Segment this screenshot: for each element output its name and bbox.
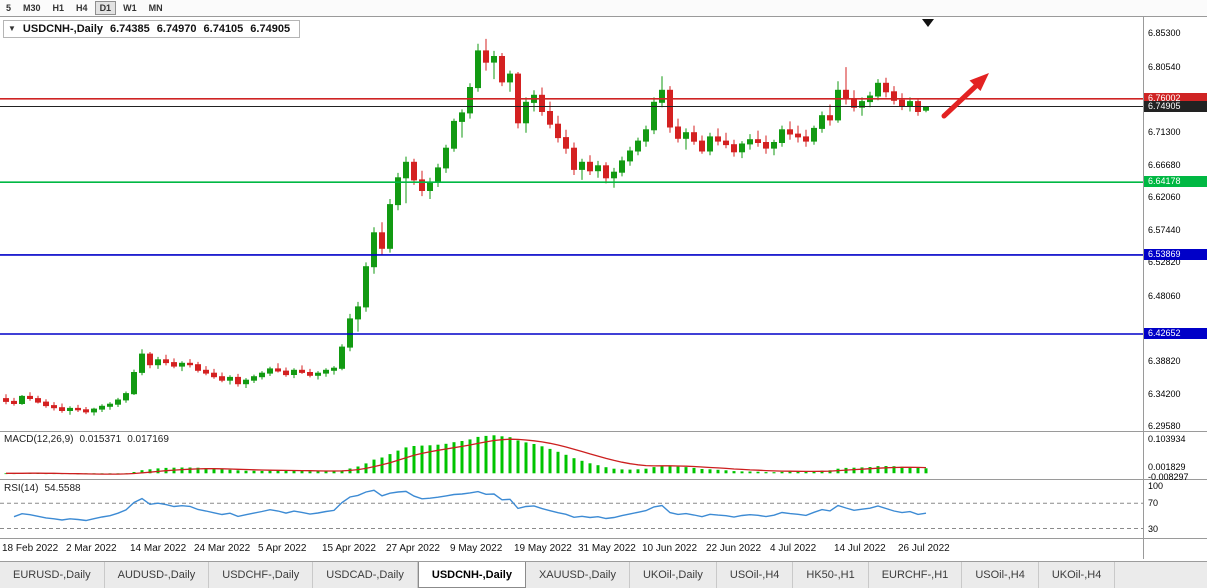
chart-title-high: 6.74970 [156, 23, 197, 35]
macd-axis-label: 0.103934 [1148, 434, 1186, 444]
macd-value: 0.015371 [79, 434, 122, 445]
rsi-axis-label: 30 [1148, 524, 1159, 534]
macd-axis-label: -0.008297 [1148, 472, 1189, 482]
chart-tab-audusd-daily[interactable]: AUDUSD-,Daily [105, 562, 210, 588]
y-axis-tick: 6.34200 [1148, 389, 1181, 399]
x-axis-date: 4 Jul 2022 [770, 543, 817, 554]
one-click-trading-arrow-icon[interactable]: ▼ [8, 24, 16, 33]
up-arrow-annotation [969, 73, 989, 91]
rsi-indicator-label: RSI(14) 54.5588 [4, 483, 81, 494]
timeframe-toolbar[interactable]: 5 M30 H1 H4 D1 W1 MN [0, 0, 1207, 16]
x-axis-date: 5 Apr 2022 [258, 543, 307, 554]
chart-tab-ukoil-h4[interactable]: UKOil-,H4 [1039, 562, 1116, 588]
price-axis[interactable]: 6.85300 6.80540 6.71300 6.66680 6.62060 6.574… [1144, 17, 1207, 559]
price-line-label: 6.42652 [1144, 328, 1207, 339]
chart-title-symbol: USDCNH-,Daily [22, 23, 103, 35]
timeframe-button-m30[interactable]: M30 [23, 3, 41, 13]
x-axis-date: 9 May 2022 [450, 543, 503, 554]
y-axis-tick: 6.80540 [1148, 62, 1181, 72]
chart-tab-usdchf-daily[interactable]: USDCHF-,Daily [209, 562, 314, 588]
rsi-axis-label: 70 [1148, 498, 1159, 508]
timeframe-button-5[interactable]: 5 [6, 3, 12, 13]
macd-axis-label: 0.001829 [1148, 462, 1186, 472]
x-axis-date: 22 Jun 2022 [706, 543, 762, 554]
x-axis-date: 14 Jul 2022 [834, 543, 886, 554]
x-axis-date: 18 Feb 2022 [2, 543, 59, 554]
chart-tab-eurusd-daily[interactable]: EURUSD-,Daily [0, 562, 105, 588]
chart-tab-usdcnh-daily[interactable]: USDCNH-,Daily [417, 562, 526, 588]
chart-title-close: 6.74905 [250, 23, 291, 35]
macd-name: MACD(12,26,9) [4, 434, 74, 445]
chart-tab-hk50-h1[interactable]: HK50-,H1 [793, 562, 869, 588]
x-axis-date: 2 Mar 2022 [66, 543, 117, 554]
time-axis[interactable]: 18 Feb 2022 2 Mar 2022 14 Mar 2022 24 Mar 2… [0, 540, 1143, 558]
y-axis-tick: 6.85300 [1148, 28, 1181, 38]
chart-tab-xauusd-daily[interactable]: XAUUSD-,Daily [526, 562, 630, 588]
current-price-label: 6.74905 [1144, 101, 1207, 112]
y-axis-tick: 6.38820 [1148, 356, 1181, 366]
chart-title: ▼ USDCNH-,Daily 6.74385 6.74970 6.74105 … [3, 20, 301, 38]
x-axis-date: 31 May 2022 [578, 543, 636, 554]
x-axis-date: 10 Jun 2022 [642, 543, 698, 554]
y-axis-tick: 6.29580 [1148, 421, 1181, 431]
chart-tab-bar: EURUSD-,Daily AUDUSD-,Daily USDCHF-,Daily U… [0, 561, 1207, 588]
chart-shift-marker [922, 19, 934, 27]
chart-tab-usoil-h4[interactable]: USOil-,H4 [717, 562, 794, 588]
macd-signal-value: 0.017169 [127, 434, 169, 445]
chart-title-low: 6.74105 [203, 23, 244, 35]
chart-tab-ukoil-daily[interactable]: UKOil-,Daily [630, 562, 717, 588]
macd-indicator-label: MACD(12,26,9) 0.015371 0.017169 [4, 434, 169, 445]
rsi-value: 54.5588 [44, 483, 81, 494]
rsi-axis-label: 100 [1148, 481, 1164, 491]
x-axis-date: 27 Apr 2022 [386, 543, 440, 554]
chart-tab-usoil-h4[interactable]: USOil-,H4 [962, 562, 1039, 588]
price-line-label: 6.53869 [1144, 249, 1207, 260]
price-line-label: 6.64178 [1144, 176, 1207, 187]
chart-tab-eurchf-h1[interactable]: EURCHF-,H1 [869, 562, 963, 588]
x-axis-date: 26 Jul 2022 [898, 543, 950, 554]
x-axis-date: 24 Mar 2022 [194, 543, 251, 554]
chart-title-open: 6.74385 [110, 23, 150, 35]
y-axis-tick: 6.71300 [1148, 127, 1181, 137]
x-axis-date: 19 May 2022 [514, 543, 572, 554]
y-axis-tick: 6.52820 [1148, 257, 1181, 267]
y-axis-tick: 6.48060 [1148, 291, 1181, 301]
timeframe-button-w1[interactable]: W1 [123, 3, 137, 13]
x-axis-date: 14 Mar 2022 [130, 543, 187, 554]
rsi-name: RSI(14) [4, 483, 39, 494]
y-axis-tick: 6.57440 [1148, 225, 1181, 235]
timeframe-button-h4[interactable]: H4 [76, 3, 88, 13]
timeframe-button-h1[interactable]: H1 [52, 3, 65, 13]
x-axis-date: 15 Apr 2022 [322, 543, 376, 554]
price-line-label: 6.76002 [1144, 93, 1207, 104]
timeframe-button-mn[interactable]: MN [148, 3, 163, 13]
timeframe-button-d1[interactable]: D1 [94, 1, 117, 15]
y-axis-tick: 6.62060 [1148, 192, 1181, 202]
y-axis-tick: 6.66680 [1148, 160, 1181, 170]
chart-tab-usdcad-daily[interactable]: USDCAD-,Daily [313, 562, 418, 588]
